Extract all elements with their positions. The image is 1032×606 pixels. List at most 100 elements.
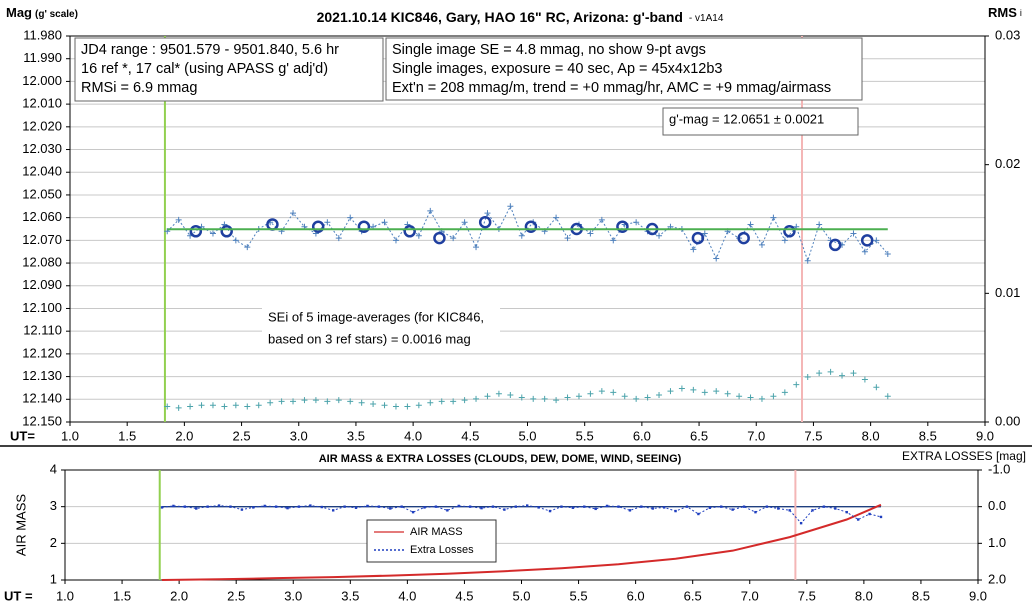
x-axis-label: UT = bbox=[4, 588, 33, 603]
plus-marker bbox=[713, 388, 720, 395]
plus-marker bbox=[770, 214, 777, 221]
dot-marker bbox=[252, 506, 255, 509]
plus-marker bbox=[518, 232, 525, 239]
dot-marker bbox=[491, 505, 495, 508]
plus-marker bbox=[839, 372, 846, 379]
plus-marker bbox=[690, 386, 697, 393]
plus-marker bbox=[175, 216, 182, 223]
plus-marker bbox=[324, 219, 331, 226]
plus-marker bbox=[667, 388, 674, 395]
plus-marker bbox=[804, 257, 811, 264]
x-tick-label: 1.0 bbox=[61, 428, 79, 443]
annotation-box bbox=[662, 107, 859, 136]
plus-marker bbox=[461, 219, 468, 226]
plus-marker bbox=[575, 393, 582, 400]
plus-marker bbox=[793, 381, 800, 388]
plus-marker bbox=[290, 398, 297, 405]
plus-marker bbox=[255, 402, 262, 409]
dot-marker bbox=[400, 505, 403, 508]
annotation-text: g'-mag = 12.0651 ± 0.0021 bbox=[669, 111, 824, 126]
y2-tick-label: 1.0 bbox=[988, 535, 1006, 550]
y-tick-label: 2 bbox=[50, 535, 57, 550]
plus-marker bbox=[724, 390, 731, 397]
y2-tick-label: -1.0 bbox=[988, 461, 1010, 476]
dot-marker bbox=[195, 507, 198, 510]
x-tick-label: 2.0 bbox=[175, 428, 193, 443]
series-line bbox=[161, 505, 882, 524]
plus-marker bbox=[758, 241, 765, 248]
chart-title: 2021.10.14 KIC846, Gary, HAO 16" RC, Ari… bbox=[317, 9, 724, 25]
y2-tick-label: 0.0 bbox=[988, 498, 1006, 513]
plus-marker bbox=[209, 230, 216, 237]
plus-marker bbox=[656, 232, 663, 239]
plus-marker bbox=[484, 210, 491, 217]
plus-marker bbox=[656, 391, 663, 398]
y-axis-label-note: (g' scale) bbox=[35, 9, 78, 20]
dot-marker bbox=[777, 507, 780, 510]
annotation-text: RMSi = 6.9 mmag bbox=[81, 80, 197, 96]
plus-marker bbox=[381, 219, 388, 226]
dot-marker bbox=[548, 509, 552, 513]
dot-marker bbox=[240, 508, 244, 511]
legend-box bbox=[366, 519, 497, 563]
dot-marker bbox=[834, 507, 837, 510]
plus-marker bbox=[598, 216, 605, 223]
plus-marker bbox=[461, 397, 468, 404]
x-tick-label: 9.0 bbox=[976, 428, 994, 443]
dot-marker bbox=[309, 504, 312, 507]
plus-marker bbox=[564, 235, 571, 242]
plus-marker bbox=[747, 394, 754, 401]
x-tick-label: 4.5 bbox=[455, 588, 473, 603]
y-tick-label: 12.010 bbox=[22, 96, 62, 111]
average-marker bbox=[524, 220, 538, 233]
dot-marker bbox=[594, 507, 597, 511]
plus-marker bbox=[392, 403, 399, 410]
plus-marker bbox=[209, 402, 216, 409]
dot-marker bbox=[640, 505, 643, 508]
plus-marker bbox=[438, 398, 445, 405]
x-tick-label: 3.0 bbox=[284, 588, 302, 603]
dot-marker bbox=[423, 506, 426, 509]
dot-marker bbox=[480, 506, 483, 510]
y-tick-label: 11.990 bbox=[23, 50, 62, 65]
plus-marker bbox=[301, 397, 308, 404]
y2-tick-label: 0.02 bbox=[995, 156, 1020, 171]
plus-marker bbox=[347, 214, 354, 221]
plus-marker bbox=[633, 395, 640, 402]
dot-marker bbox=[514, 505, 517, 508]
dot-marker bbox=[446, 509, 449, 512]
dot-marker bbox=[799, 521, 803, 525]
chart-subtitle: - v1A14 bbox=[689, 13, 724, 24]
plus-marker bbox=[644, 394, 651, 401]
average-marker bbox=[433, 231, 446, 245]
dot-marker bbox=[651, 507, 654, 510]
plus-marker bbox=[781, 389, 788, 396]
x-tick-label: 2.5 bbox=[233, 428, 251, 443]
dot-marker bbox=[263, 504, 266, 508]
dot-marker bbox=[822, 505, 826, 508]
y-tick-label: 1 bbox=[50, 571, 57, 586]
plus-marker bbox=[564, 394, 571, 401]
plus-marker bbox=[415, 232, 422, 239]
x-tick-label: 2.0 bbox=[170, 588, 188, 603]
legend-label: AIR MASS bbox=[410, 526, 463, 538]
plus-marker bbox=[747, 221, 754, 228]
dot-marker bbox=[411, 510, 415, 514]
x-tick-label: 4.5 bbox=[461, 428, 479, 443]
x-tick-label: 6.0 bbox=[633, 428, 651, 443]
plus-marker bbox=[781, 237, 788, 244]
annotation-text: SEi of 5 image-averages (for KIC846, bbox=[268, 309, 484, 324]
y-tick-label: 12.100 bbox=[22, 300, 62, 315]
dot-marker bbox=[856, 518, 860, 521]
plus-marker bbox=[758, 395, 765, 402]
plot-frame bbox=[69, 35, 986, 423]
dot-marker bbox=[343, 505, 346, 508]
plus-marker bbox=[587, 390, 594, 397]
plus-marker bbox=[610, 237, 617, 244]
y-tick-label: 12.120 bbox=[22, 345, 62, 360]
y-tick-label: 12.140 bbox=[22, 391, 62, 406]
plus-marker bbox=[598, 388, 605, 395]
x-tick-label: 5.0 bbox=[518, 428, 536, 443]
x-tick-label: 1.5 bbox=[113, 588, 131, 603]
